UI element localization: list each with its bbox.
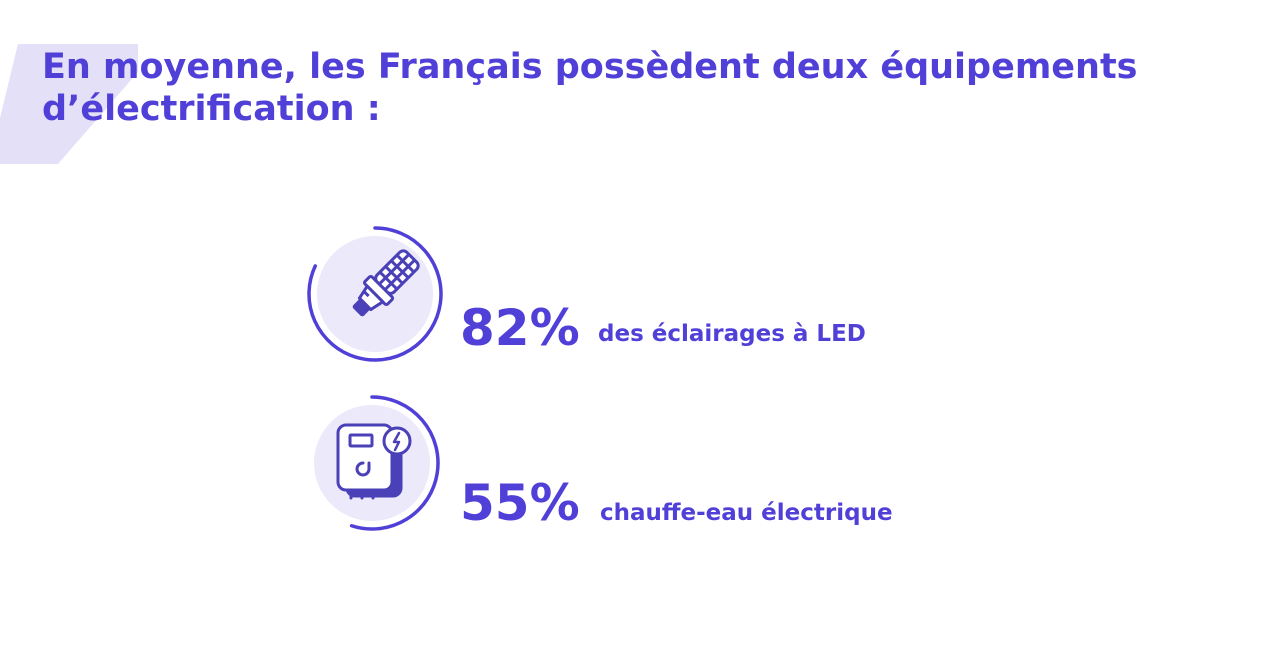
stat-row-water-heater: 55% chauffe-eau électrique — [300, 393, 1000, 533]
decorative-corner-shape — [0, 44, 138, 164]
progress-ring-arc — [349, 395, 440, 531]
page-title: En moyenne, les Français possèdent deux … — [42, 47, 1138, 129]
stat-icon-led — [307, 226, 443, 362]
stat-row-led: 82% des éclairages à LED — [300, 224, 1000, 364]
stat-label-led: des éclairages à LED — [598, 321, 866, 347]
stat-value-led: 82% — [460, 299, 580, 357]
led-bulb-icon — [352, 249, 420, 317]
stat-icon-water-heater — [314, 395, 440, 531]
stat-value-water-heater: 55% — [460, 474, 580, 532]
progress-ring-arc — [307, 226, 443, 362]
stat-label-water-heater: chauffe-eau électrique — [600, 500, 893, 526]
water-heater-icon — [336, 423, 412, 500]
